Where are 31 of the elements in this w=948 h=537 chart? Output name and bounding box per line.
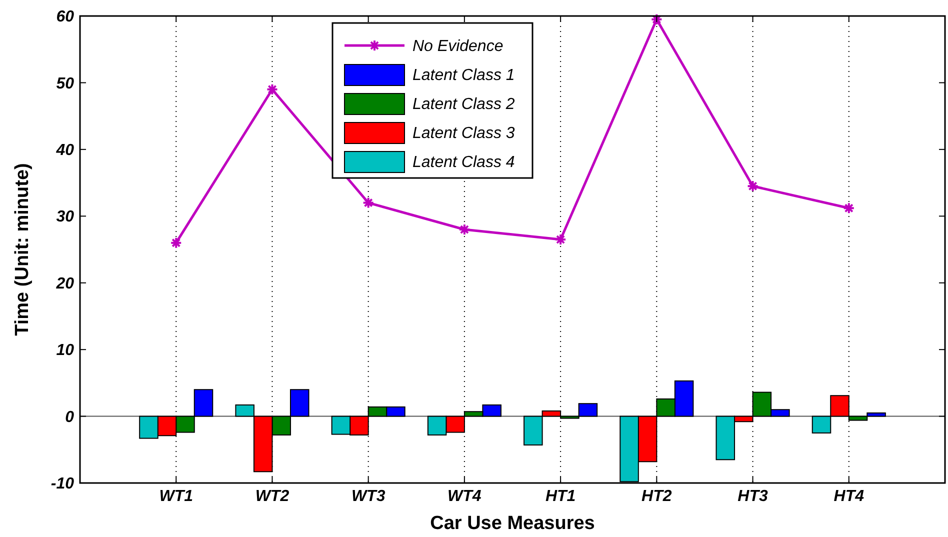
y-tick-label: 50 bbox=[56, 75, 74, 92]
x-tick-label: HT3 bbox=[738, 488, 768, 505]
point bbox=[170, 236, 182, 249]
x-tick-label: WT2 bbox=[255, 488, 290, 505]
y-axis-title: Time (Unit: minute) bbox=[12, 163, 33, 336]
y-tick-label: 20 bbox=[55, 275, 74, 292]
y-tick-label: 0 bbox=[65, 408, 74, 426]
x-axis-title: Car Use Measures bbox=[430, 513, 595, 534]
point bbox=[746, 180, 759, 192]
point bbox=[458, 223, 470, 236]
y-tick-label: 60 bbox=[56, 8, 74, 26]
x-tick-label: WT1 bbox=[159, 488, 194, 505]
legend-label: Latent Class 1 bbox=[412, 67, 515, 84]
y-tick-label: -10 bbox=[50, 476, 74, 493]
x-tick-label: WT3 bbox=[351, 488, 386, 505]
x-tick-label: HT4 bbox=[834, 488, 864, 505]
legend-label: Latent Class 3 bbox=[412, 125, 515, 142]
legend-label: Latent Class 2 bbox=[412, 96, 515, 114]
legend-label: No Evidence bbox=[412, 38, 504, 56]
y-tick-label: 40 bbox=[55, 142, 74, 160]
point bbox=[554, 233, 567, 246]
x-tick-label: HT1 bbox=[545, 488, 576, 505]
point bbox=[650, 13, 663, 26]
y-tick-label: 30 bbox=[56, 208, 74, 226]
y-tick-label: 10 bbox=[56, 342, 74, 360]
point bbox=[266, 83, 278, 96]
x-tick-label: WT4 bbox=[448, 488, 482, 505]
point bbox=[842, 202, 855, 214]
point bbox=[362, 196, 374, 209]
legend-label: Latent Class 4 bbox=[412, 154, 515, 172]
x-tick-label: HT2 bbox=[642, 488, 672, 505]
